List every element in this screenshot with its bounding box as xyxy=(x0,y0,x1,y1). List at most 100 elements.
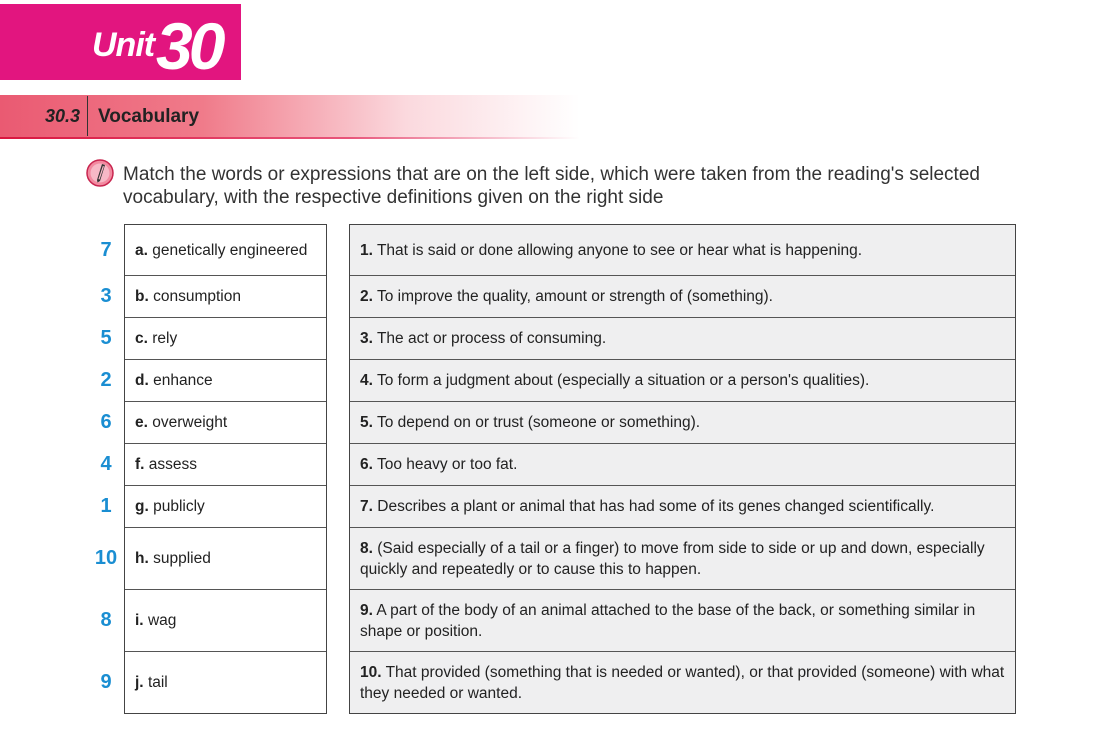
definition-number: 8. xyxy=(360,539,373,557)
words-table: a. genetically engineered b. consumption c… xyxy=(124,224,327,714)
definitions-table: 1. That is said or done allowing anyone … xyxy=(349,224,1016,714)
definition-number: 2. xyxy=(360,288,373,305)
word-cell: j. tail xyxy=(125,652,326,713)
word-cell: d. enhance xyxy=(125,360,326,402)
definition-cell: 5. To depend on or trust (someone or som… xyxy=(350,402,1015,444)
word-entry: f. assess xyxy=(135,454,197,475)
definition-entry: 8. (Said especially of a tail or a finge… xyxy=(360,538,1005,580)
section-number: 30.3 xyxy=(45,106,81,126)
definition-cell: 8. (Said especially of a tail or a finge… xyxy=(350,528,1015,590)
answer: 3 xyxy=(100,285,112,307)
word-entry: b. consumption xyxy=(135,286,241,307)
definition-entry: 6. Too heavy or too fat. xyxy=(360,454,517,475)
section-bar xyxy=(0,95,580,137)
word: supplied xyxy=(153,550,211,567)
word-cell: a. genetically engineered xyxy=(125,225,326,276)
definition: To improve the quality, amount or streng… xyxy=(376,288,773,305)
section-title: Vocabulary xyxy=(98,106,200,127)
definition: Describes a plant or animal that has had… xyxy=(377,498,935,515)
word: consumption xyxy=(153,288,241,305)
answer: 6 xyxy=(100,411,112,433)
word-cell: h. supplied xyxy=(125,528,326,590)
word-cell: g. publicly xyxy=(125,486,326,528)
word-letter: d. xyxy=(135,372,149,389)
definition-number: 9. xyxy=(360,601,373,619)
definition: That provided (something that is needed … xyxy=(360,663,1005,702)
word: assess xyxy=(148,456,198,473)
section-underline xyxy=(0,137,580,139)
word-cell: e. overweight xyxy=(125,402,326,444)
word-entry: e. overweight xyxy=(135,412,227,433)
definition-number: 4. xyxy=(360,372,373,389)
definition: The act or process of consuming. xyxy=(376,330,607,347)
word: wag xyxy=(147,612,177,629)
word-letter: g. xyxy=(135,498,149,515)
definition-cell: 3. The act or process of consuming. xyxy=(350,318,1015,360)
word-letter: i. xyxy=(135,612,144,629)
word-cell: f. assess xyxy=(125,444,326,486)
word-entry: a. genetically engineered xyxy=(135,240,307,261)
instruction: Match the words or expressions that are … xyxy=(123,164,980,208)
definition-cell: 2. To improve the quality, amount or str… xyxy=(350,276,1015,318)
unit-label: Unit xyxy=(92,26,155,64)
word-letter: a. xyxy=(135,241,148,259)
definition: A part of the body of an animal attached… xyxy=(360,601,976,640)
definition-cell: 7. Describes a plant or animal that has … xyxy=(350,486,1015,528)
definition-cell: 6. Too heavy or too fat. xyxy=(350,444,1015,486)
word-entry: g. publicly xyxy=(135,496,205,517)
word-letter: b. xyxy=(135,288,149,305)
definition-entry: 9. A part of the body of an animal attac… xyxy=(360,600,1005,642)
answer: 5 xyxy=(100,327,112,349)
unit-banner: Unit 30 xyxy=(0,4,241,83)
answer: 1 xyxy=(100,495,112,517)
word: publicly xyxy=(153,498,205,515)
word: genetically engineered xyxy=(152,241,308,259)
word-letter: e. xyxy=(135,414,148,431)
definition-entry: 5. To depend on or trust (someone or som… xyxy=(360,412,700,433)
unit-number: 30 xyxy=(156,9,225,83)
definition: To depend on or trust (someone or someth… xyxy=(376,414,701,431)
definition-number: 10. xyxy=(360,663,382,681)
definition-number: 7. xyxy=(360,498,373,515)
definition-entry: 1. That is said or done allowing anyone … xyxy=(360,240,862,261)
definition-number: 5. xyxy=(360,414,373,431)
answer: 9 xyxy=(100,670,112,693)
word-entry: h. supplied xyxy=(135,548,211,569)
word-cell: c. rely xyxy=(125,318,326,360)
word-entry: d. enhance xyxy=(135,370,213,391)
answer: 4 xyxy=(100,453,112,475)
definition-entry: 4. To form a judgment about (especially … xyxy=(360,370,869,391)
word: tail xyxy=(147,674,168,691)
definition: That is said or done allowing anyone to … xyxy=(376,241,863,259)
word-letter: h. xyxy=(135,550,149,567)
definition-number: 3. xyxy=(360,330,373,347)
definition-entry: 2. To improve the quality, amount or str… xyxy=(360,286,773,307)
word-cell: b. consumption xyxy=(125,276,326,318)
definition-number: 6. xyxy=(360,456,373,473)
word-cell: i. wag xyxy=(125,590,326,652)
word: rely xyxy=(152,330,178,347)
definition-cell: 10. That provided (something that is nee… xyxy=(350,652,1015,713)
word-entry: j. tail xyxy=(135,672,168,693)
definition-entry: 3. The act or process of consuming. xyxy=(360,328,606,349)
word-letter: j. xyxy=(135,674,144,691)
answer: 8 xyxy=(100,609,112,631)
definition-cell: 4. To form a judgment about (especially … xyxy=(350,360,1015,402)
definition: (Said especially of a tail or a finger) … xyxy=(360,539,985,578)
word-letter: c. xyxy=(135,330,148,347)
word-entry: i. wag xyxy=(135,610,176,631)
definition-cell: 1. That is said or done allowing anyone … xyxy=(350,225,1015,276)
word: enhance xyxy=(153,372,213,389)
word: overweight xyxy=(152,414,228,431)
definition-number: 1. xyxy=(360,241,373,259)
section-separator xyxy=(87,96,88,136)
definition: To form a judgment about (especially a s… xyxy=(376,372,870,389)
pencil-icon xyxy=(86,159,114,187)
definition-cell: 9. A part of the body of an animal attac… xyxy=(350,590,1015,652)
definition-entry: 10. That provided (something that is nee… xyxy=(360,662,1005,704)
answer: 10 xyxy=(94,547,118,569)
definition-entry: 7. Describes a plant or animal that has … xyxy=(360,496,934,517)
answer: 2 xyxy=(100,369,112,391)
answer: 7 xyxy=(100,238,112,261)
